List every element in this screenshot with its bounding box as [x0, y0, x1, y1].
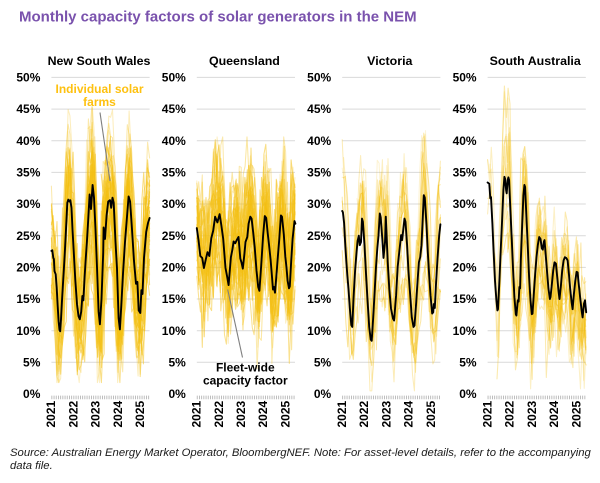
svg-text:50%: 50%	[162, 71, 186, 85]
svg-text:10%: 10%	[307, 324, 331, 338]
svg-text:20%: 20%	[307, 261, 331, 275]
svg-text:30%: 30%	[16, 197, 40, 211]
svg-text:25%: 25%	[453, 229, 477, 243]
svg-text:2023: 2023	[525, 400, 539, 427]
svg-text:25%: 25%	[16, 229, 40, 243]
svg-text:45%: 45%	[162, 102, 186, 116]
svg-text:2025: 2025	[424, 400, 438, 427]
svg-text:2024: 2024	[111, 400, 125, 427]
svg-text:45%: 45%	[307, 102, 331, 116]
svg-text:5%: 5%	[168, 355, 186, 369]
svg-text:30%: 30%	[162, 197, 186, 211]
svg-text:2025: 2025	[569, 400, 583, 427]
svg-text:0%: 0%	[168, 387, 186, 401]
svg-text:farms: farms	[83, 95, 116, 109]
svg-text:10%: 10%	[453, 324, 477, 338]
svg-text:South Australia: South Australia	[490, 54, 581, 68]
svg-text:2022: 2022	[357, 400, 371, 427]
svg-text:25%: 25%	[162, 229, 186, 243]
svg-text:0%: 0%	[459, 387, 477, 401]
svg-text:45%: 45%	[453, 102, 477, 116]
svg-text:2024: 2024	[256, 400, 270, 427]
svg-text:20%: 20%	[162, 261, 186, 275]
svg-text:15%: 15%	[16, 292, 40, 306]
svg-text:30%: 30%	[307, 197, 331, 211]
svg-text:2023: 2023	[379, 400, 393, 427]
svg-text:30%: 30%	[453, 197, 477, 211]
svg-text:Source: Australian Energy Mark: Source: Australian Energy Market Operato…	[10, 447, 592, 459]
svg-text:10%: 10%	[162, 324, 186, 338]
svg-text:New South Wales: New South Wales	[48, 54, 151, 68]
svg-text:45%: 45%	[16, 102, 40, 116]
svg-text:35%: 35%	[16, 166, 40, 180]
svg-text:2021: 2021	[480, 400, 494, 427]
svg-text:0%: 0%	[23, 387, 41, 401]
svg-text:40%: 40%	[307, 134, 331, 148]
svg-text:2024: 2024	[547, 400, 561, 427]
svg-text:Queensland: Queensland	[209, 54, 280, 68]
svg-text:15%: 15%	[453, 292, 477, 306]
svg-text:50%: 50%	[307, 71, 331, 85]
svg-text:2021: 2021	[335, 400, 349, 427]
svg-text:5%: 5%	[459, 355, 477, 369]
svg-text:5%: 5%	[23, 355, 41, 369]
svg-text:2021: 2021	[190, 400, 204, 427]
svg-text:50%: 50%	[453, 71, 477, 85]
svg-text:Monthly capacity factors of so: Monthly capacity factors of solar genera…	[19, 8, 417, 25]
svg-text:15%: 15%	[162, 292, 186, 306]
svg-text:2023: 2023	[89, 400, 103, 427]
svg-text:40%: 40%	[453, 134, 477, 148]
svg-text:50%: 50%	[16, 71, 40, 85]
svg-text:2025: 2025	[133, 400, 147, 427]
svg-text:2023: 2023	[234, 400, 248, 427]
svg-text:20%: 20%	[453, 261, 477, 275]
svg-text:2025: 2025	[279, 400, 293, 427]
svg-text:Individual solar: Individual solar	[55, 82, 143, 96]
svg-text:35%: 35%	[162, 166, 186, 180]
svg-text:20%: 20%	[16, 261, 40, 275]
svg-text:35%: 35%	[453, 166, 477, 180]
svg-text:2022: 2022	[212, 400, 226, 427]
svg-text:40%: 40%	[16, 134, 40, 148]
svg-text:Fleet-wide: Fleet-wide	[216, 360, 275, 374]
svg-text:5%: 5%	[314, 355, 332, 369]
svg-text:capacity factor: capacity factor	[203, 374, 288, 388]
svg-text:2024: 2024	[402, 400, 416, 427]
svg-text:Victoria: Victoria	[367, 54, 412, 68]
svg-text:10%: 10%	[16, 324, 40, 338]
svg-text:15%: 15%	[307, 292, 331, 306]
svg-text:40%: 40%	[162, 134, 186, 148]
svg-text:0%: 0%	[314, 387, 332, 401]
svg-text:data file.: data file.	[10, 460, 53, 472]
svg-text:2021: 2021	[44, 400, 58, 427]
svg-text:25%: 25%	[307, 229, 331, 243]
svg-text:35%: 35%	[307, 166, 331, 180]
svg-text:2022: 2022	[503, 400, 517, 427]
svg-text:2022: 2022	[66, 400, 80, 427]
